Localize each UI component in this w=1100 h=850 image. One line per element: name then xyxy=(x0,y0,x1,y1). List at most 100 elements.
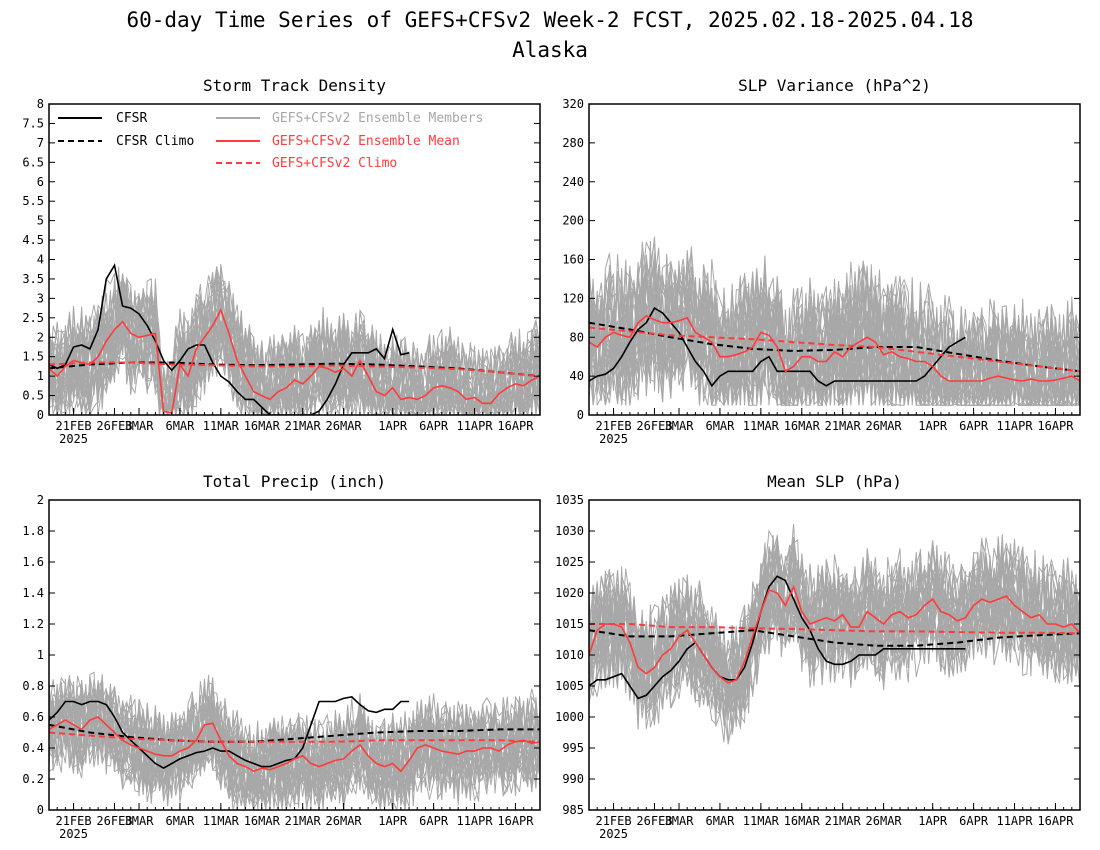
ensemble-member-line xyxy=(589,265,1080,408)
y-tick-label: 0.8 xyxy=(22,679,44,693)
x-tick-label: 6APR xyxy=(419,419,449,433)
gefs-cfsv2-climo-line xyxy=(49,731,540,743)
ensemble-members xyxy=(589,524,1080,745)
panel-1: Storm Track Density 0 0.5 1 1.5 2 2.5 3 3.5 4 4.5 5… xyxy=(22,76,541,446)
x-tick-label: 3MAR xyxy=(665,419,695,433)
y-tick-label: 320 xyxy=(562,97,584,111)
y-tick-label: 1000 xyxy=(555,710,584,724)
y-tick-label: 120 xyxy=(562,291,584,305)
panel-4: Mean SLP (hPa) 985 990 995 1000 1005 1010 1015 1… xyxy=(555,472,1081,841)
x-year-label: 2025 xyxy=(599,432,628,446)
ensemble-member-line xyxy=(49,675,540,810)
ensemble-member-line xyxy=(49,671,540,807)
y-tick-label: 7 xyxy=(37,136,44,150)
x-tick-label: 26FEB xyxy=(636,419,672,433)
x-tick-label: 16APR xyxy=(497,814,534,828)
y-tick-label: 2.5 xyxy=(22,311,44,325)
panel-title: Total Precip (inch) xyxy=(203,472,386,491)
x-tick-label: 21FEB xyxy=(595,814,631,828)
x-tick-label: 11MAR xyxy=(743,419,780,433)
gefs-cfsv2-ensemble-mean-line xyxy=(589,584,1080,684)
x-tick-label: 26MAR xyxy=(866,419,903,433)
gefs-cfsv2-ensemble-mean-line xyxy=(49,716,540,773)
y-tick-label: 0 xyxy=(37,803,44,817)
x-tick-label: 6MAR xyxy=(705,814,735,828)
y-tick-label: 280 xyxy=(562,136,584,150)
x-tick-label: 11MAR xyxy=(203,419,240,433)
x-tick-label: 11MAR xyxy=(743,814,780,828)
x-tick-label: 26FEB xyxy=(96,419,132,433)
gefs-cfsv2-ensemble-mean-line xyxy=(589,314,1080,382)
plot-area xyxy=(589,524,1080,745)
x-tick-label: 11MAR xyxy=(203,814,240,828)
y-tick-label: 4.5 xyxy=(22,233,44,247)
ensemble-member-line xyxy=(49,269,540,415)
x-tick-label: 26MAR xyxy=(326,419,363,433)
gefs-cfsv2-climo-line xyxy=(589,623,1080,635)
cfsr-line xyxy=(49,263,410,415)
x-tick-label: 6APR xyxy=(419,814,449,828)
gefs-cfsv2-ensemble-mean-line xyxy=(49,307,540,415)
y-tick-label: 1020 xyxy=(555,586,584,600)
x-tick-label: 21FEB xyxy=(595,419,631,433)
ensemble-member-line xyxy=(49,683,540,808)
y-tick-label: 1.8 xyxy=(22,524,44,538)
x-tick-label: 21FEB xyxy=(55,814,91,828)
x-tick-label: 3MAR xyxy=(125,814,155,828)
panels: Storm Track Density 0 0.5 1 1.5 2 2.5 3 3.5 4 4.5 5… xyxy=(22,76,1081,841)
y-tick-label: 7.5 xyxy=(22,116,44,130)
x-tick-label: 11APR xyxy=(456,814,493,828)
legend-cfsr-climo-label: CFSR Climo xyxy=(116,134,194,149)
legend: CFSR CFSR Climo GEFS+CFSv2 Ensemble Member… xyxy=(58,111,483,171)
legend-ens-mean-label: GEFS+CFSv2 Ensemble Mean xyxy=(272,134,460,149)
y-tick-label: 1 xyxy=(37,369,44,383)
ensemble-member-line xyxy=(589,544,1080,725)
x-tick-label: 16APR xyxy=(1037,419,1074,433)
x-tick-label: 16APR xyxy=(1037,814,1074,828)
x-tick-label: 6MAR xyxy=(165,814,195,828)
y-tick-label: 8 xyxy=(37,97,44,111)
panel-title: SLP Variance (hPa^2) xyxy=(738,76,931,95)
y-tick-label: 1.4 xyxy=(22,586,44,600)
y-tick-label: 990 xyxy=(562,772,584,786)
ensemble-member-line xyxy=(49,683,540,810)
ensemble-member-line xyxy=(589,259,1080,406)
y-tick-label: 985 xyxy=(562,803,584,817)
x-tick-label: 26FEB xyxy=(96,814,132,828)
legend-ens-climo-label: GEFS+CFSv2 Climo xyxy=(272,156,397,171)
ensemble-member-line xyxy=(49,679,540,810)
y-tick-label: 3 xyxy=(37,291,44,305)
y-tick-label: 1.5 xyxy=(22,350,44,364)
y-tick-label: 80 xyxy=(570,330,584,344)
x-tick-label: 6MAR xyxy=(165,419,195,433)
ensemble-member-line xyxy=(589,272,1080,408)
x-year-label: 2025 xyxy=(59,827,88,841)
figure-title: 60-day Time Series of GEFS+CFSv2 Week-2 … xyxy=(126,8,973,32)
ensemble-member-line xyxy=(49,274,540,415)
y-tick-label: 6.5 xyxy=(22,155,44,169)
ensemble-members xyxy=(49,264,540,415)
y-tick-label: 200 xyxy=(562,214,584,228)
figure-subtitle: Alaska xyxy=(512,38,588,62)
y-tick-label: 1.6 xyxy=(22,555,44,569)
x-tick-label: 11APR xyxy=(996,419,1033,433)
legend-members-label: GEFS+CFSv2 Ensemble Members xyxy=(272,111,483,126)
x-tick-label: 6APR xyxy=(959,814,989,828)
x-tick-label: 1APR xyxy=(918,419,948,433)
y-tick-label: 1030 xyxy=(555,524,584,538)
x-tick-label: 21MAR xyxy=(285,814,322,828)
y-tick-label: 995 xyxy=(562,741,584,755)
panel-3: Total Precip (inch) 0 0.2 0.4 0.6 0.8 1 1.2 1.4 1… xyxy=(22,472,541,841)
y-tick-label: 2 xyxy=(37,330,44,344)
ensemble-member-line xyxy=(49,277,540,415)
x-tick-label: 16MAR xyxy=(784,419,821,433)
plot-area xyxy=(49,263,540,415)
y-tick-label: 240 xyxy=(562,175,584,189)
y-tick-label: 3.5 xyxy=(22,272,44,286)
y-tick-label: 40 xyxy=(570,369,584,383)
ensemble-member-line xyxy=(589,255,1080,407)
x-tick-label: 21FEB xyxy=(55,419,91,433)
y-tick-label: 1 xyxy=(37,648,44,662)
x-tick-label: 26FEB xyxy=(636,814,672,828)
